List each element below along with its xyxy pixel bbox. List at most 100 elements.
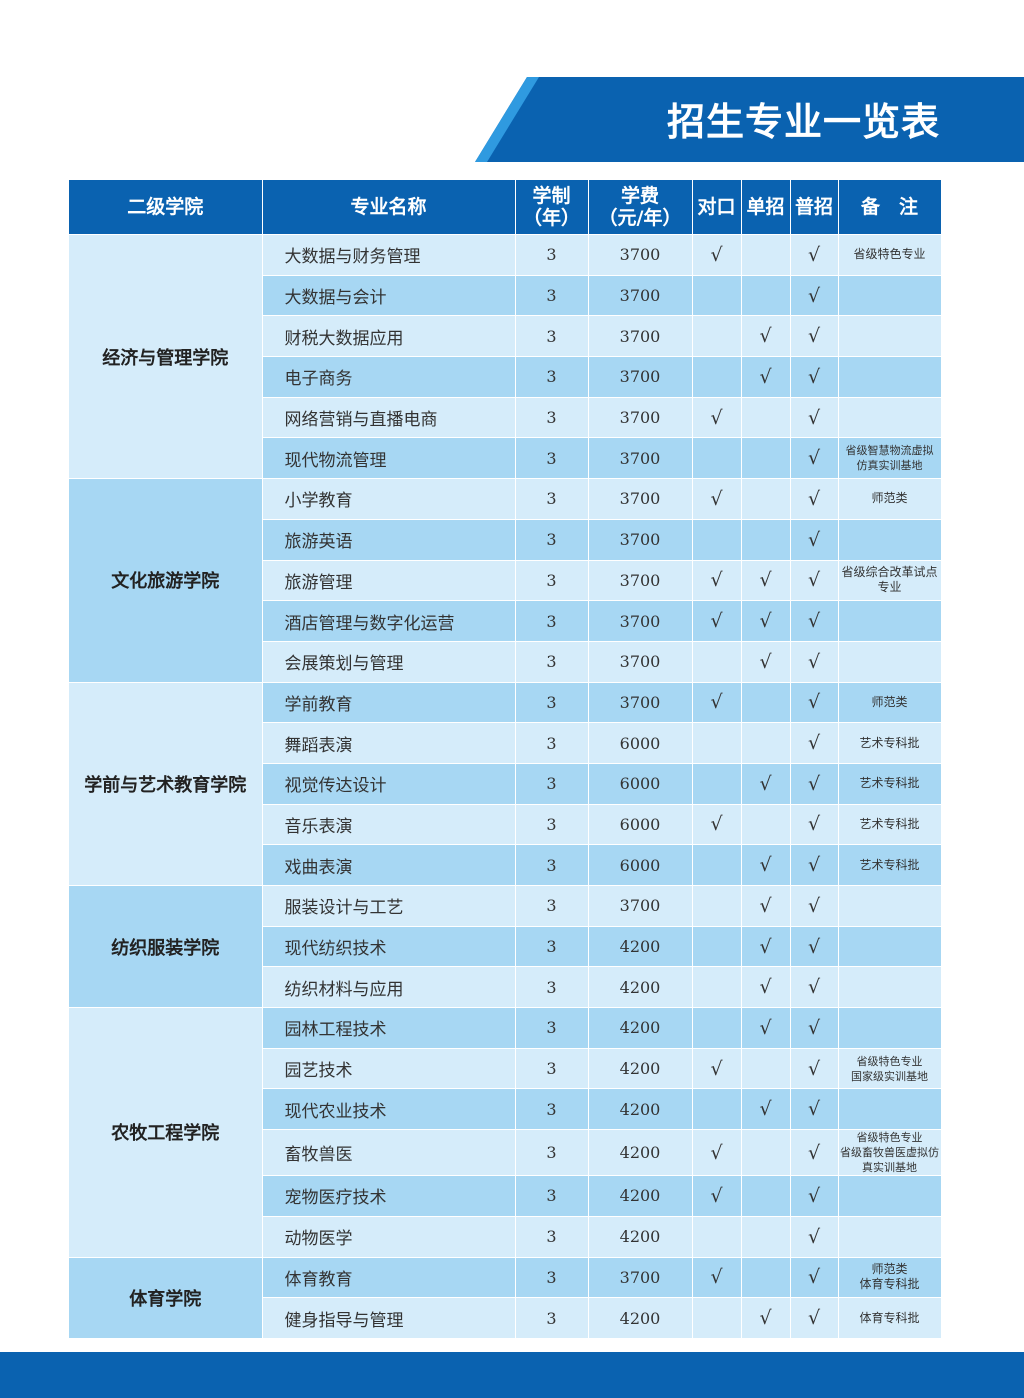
- table-row: 纺织材料与应用 3 4200 √ √: [69, 966, 942, 1008]
- years: 3: [515, 1129, 589, 1176]
- duikou-check-icon: [692, 966, 742, 1008]
- col-college-header: 二级学院: [69, 180, 263, 235]
- years: 3: [515, 966, 589, 1008]
- puzhao-check-icon: √: [790, 1007, 839, 1049]
- years: 3: [515, 1175, 589, 1217]
- duikou-check-icon: √: [692, 681, 742, 723]
- table-row: 电子商务 3 3700 √ √: [69, 356, 942, 398]
- fee: 3700: [588, 437, 693, 479]
- note: [838, 885, 942, 927]
- college-name: 经济与管理学院: [69, 233, 263, 479]
- major-name: 现代物流管理: [262, 437, 516, 479]
- major-name: 小学教育: [262, 478, 516, 520]
- duikou-check-icon: [692, 1088, 742, 1130]
- duikou-check-icon: √: [692, 396, 742, 438]
- fee: 6000: [588, 722, 693, 764]
- major-name: 体育教育: [262, 1256, 516, 1298]
- danzhao-check-icon: √: [741, 762, 791, 805]
- danzhao-check-icon: √: [741, 966, 791, 1008]
- years: 3: [515, 885, 589, 927]
- college-name: 学前与艺术教育学院: [69, 681, 263, 886]
- fee: 3700: [588, 518, 693, 560]
- note: 师范类: [838, 681, 942, 723]
- note: [838, 396, 942, 438]
- danzhao-check-icon: [741, 396, 791, 438]
- college-name: 农牧工程学院: [69, 1007, 263, 1257]
- danzhao-check-icon: √: [741, 315, 791, 357]
- note: [838, 925, 942, 967]
- fee: 6000: [588, 762, 693, 805]
- danzhao-check-icon: √: [741, 925, 791, 967]
- duikou-check-icon: [692, 1007, 742, 1049]
- note: [838, 1215, 942, 1257]
- fee: 4200: [588, 925, 693, 967]
- years: 3: [515, 1297, 589, 1338]
- note: [838, 274, 942, 316]
- table-row: 畜牧兽医 3 4200 √ √ 省级特色专业 省级畜牧兽医虚拟仿真实训基地: [69, 1129, 942, 1176]
- puzhao-check-icon: √: [790, 437, 839, 479]
- fee: 6000: [588, 844, 693, 886]
- danzhao-check-icon: √: [741, 600, 791, 642]
- college-name: 文化旅游学院: [69, 478, 263, 683]
- table-row: 动物医学 3 4200 √: [69, 1215, 942, 1257]
- page-title: 招生专业一览表: [666, 100, 940, 144]
- years: 3: [515, 518, 589, 560]
- major-name: 园艺技术: [262, 1047, 516, 1089]
- col-duikou-header: 对口: [692, 180, 742, 235]
- note: 省级综合改革试点专业: [838, 559, 942, 601]
- note: 艺术专科批: [838, 762, 942, 805]
- major-name: 现代纺织技术: [262, 925, 516, 967]
- danzhao-check-icon: [741, 518, 791, 560]
- puzhao-check-icon: √: [790, 681, 839, 723]
- major-name: 大数据与会计: [262, 274, 516, 316]
- fee: 3700: [588, 356, 693, 398]
- puzhao-check-icon: √: [790, 1129, 839, 1176]
- duikou-check-icon: [692, 1215, 742, 1257]
- puzhao-check-icon: √: [790, 966, 839, 1008]
- years: 3: [515, 437, 589, 479]
- major-name: 戏曲表演: [262, 844, 516, 886]
- college-name: 体育学院: [69, 1256, 263, 1338]
- note: 省级特色专业: [838, 234, 942, 276]
- danzhao-check-icon: [741, 274, 791, 316]
- duikou-check-icon: [692, 722, 742, 764]
- table-row: 纺织服装学院 服装设计与工艺 3 3700 √ √: [69, 884, 942, 1008]
- years: 3: [515, 1215, 589, 1257]
- fee: 3700: [588, 315, 693, 357]
- danzhao-check-icon: [741, 1256, 791, 1298]
- col-note-header: 备 注: [838, 180, 942, 235]
- puzhao-check-icon: √: [790, 722, 839, 764]
- danzhao-check-icon: √: [741, 356, 791, 398]
- note: 省级特色专业 国家级实训基地: [838, 1047, 942, 1089]
- puzhao-check-icon: √: [790, 640, 839, 683]
- puzhao-check-icon: √: [790, 885, 839, 927]
- duikou-check-icon: [692, 356, 742, 398]
- puzhao-check-icon: √: [790, 315, 839, 357]
- note: 师范类 体育专科批: [838, 1256, 942, 1298]
- col-years-header: 学制 （年）: [515, 180, 589, 235]
- puzhao-check-icon: √: [790, 234, 839, 276]
- table-row: 舞蹈表演 3 6000 √ 艺术专科批: [69, 722, 942, 764]
- years: 3: [515, 274, 589, 316]
- years: 3: [515, 762, 589, 805]
- fee: 4200: [588, 1175, 693, 1217]
- table-row: 文化旅游学院 小学教育 3 3700 √ √ 师范类: [69, 478, 942, 683]
- major-name: 服装设计与工艺: [262, 885, 516, 927]
- puzhao-check-icon: √: [790, 356, 839, 398]
- note: [838, 640, 942, 683]
- fee: 3700: [588, 681, 693, 723]
- duikou-check-icon: √: [692, 1175, 742, 1217]
- puzhao-check-icon: √: [790, 518, 839, 560]
- puzhao-check-icon: √: [790, 1256, 839, 1298]
- danzhao-check-icon: [741, 1215, 791, 1257]
- years: 3: [515, 356, 589, 398]
- footer-bar: [0, 1352, 1024, 1398]
- danzhao-check-icon: √: [741, 640, 791, 683]
- table-row: 酒店管理与数字化运营 3 3700 √ √ √: [69, 600, 942, 642]
- major-name: 旅游管理: [262, 559, 516, 601]
- danzhao-check-icon: √: [741, 1088, 791, 1130]
- years: 3: [515, 1088, 589, 1130]
- fee: 4200: [588, 1215, 693, 1257]
- fee: 4200: [588, 1129, 693, 1176]
- table-row: 旅游英语 3 3700 √: [69, 518, 942, 560]
